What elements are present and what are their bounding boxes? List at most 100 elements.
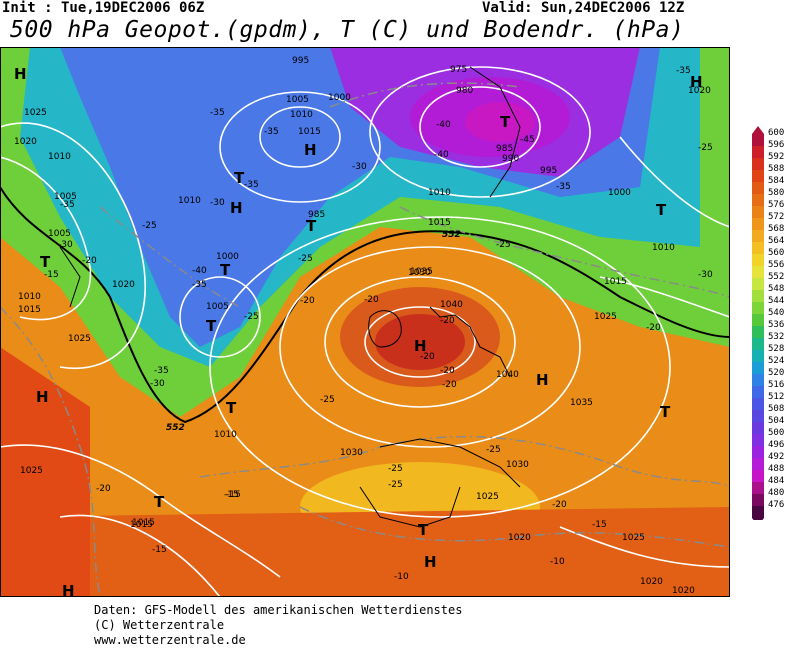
scale-value-label: 600 [768, 128, 785, 138]
isobar-label: 1015 [604, 277, 627, 287]
isobar-label: 1010 [18, 292, 41, 302]
temp-field-sw [0, 347, 90, 597]
scale-value-label: 572 [768, 212, 785, 222]
temp-label: -25 [698, 143, 713, 153]
scale-value-label: 584 [768, 176, 785, 186]
isobar-label: 1030 [408, 268, 431, 278]
scale-value-label: 556 [768, 260, 785, 270]
temp-field-south [0, 507, 730, 597]
temp-label: -10 [550, 557, 565, 567]
temp-label: -20 [646, 323, 661, 333]
scale-value-label: 564 [768, 236, 785, 246]
trough-marker: T [306, 217, 317, 235]
temp-label: -20 [420, 352, 435, 362]
scale-swatch [752, 446, 764, 458]
isobar-label: 1015 [298, 127, 321, 137]
scale-swatch [752, 458, 764, 470]
temp-field-core-low-inner [465, 102, 535, 142]
isobar-label: 1030 [340, 448, 363, 458]
coastlines [59, 66, 521, 528]
scale-value-label: 512 [768, 392, 785, 402]
isobar-label: 995 [540, 166, 557, 176]
scale-value-label: 576 [768, 200, 785, 210]
isobar-label: 1025 [68, 334, 91, 344]
scale-swatch [752, 290, 764, 302]
scale-swatch [752, 158, 764, 170]
isobar-label: 1020 [112, 280, 135, 290]
temp-label: -40 [434, 150, 449, 160]
isobar-label: 1020 [672, 586, 695, 596]
trough-marker: T [226, 399, 237, 417]
scale-swatch [752, 278, 764, 290]
isobar-label: 1005 [206, 302, 229, 312]
temp-label: -15 [152, 545, 167, 555]
scale-value-label: 540 [768, 308, 785, 318]
temp-label: -25 [496, 240, 511, 250]
isobar-label: 1000 [608, 188, 631, 198]
isobar-labels: 1025 1020 1010 1005 1005 1010 1020 1010 … [14, 56, 711, 596]
scale-swatch [752, 422, 764, 434]
high-marker: H [304, 141, 317, 159]
scale-swatch [752, 146, 764, 158]
scale-swatch [752, 410, 764, 422]
temp-label: -40 [192, 266, 207, 276]
isobars [0, 66, 730, 597]
isobar-label: 1040 [496, 370, 519, 380]
scale-swatch [752, 134, 764, 146]
temp-label: -15 [44, 270, 59, 280]
temp-label: -30 [352, 162, 367, 172]
isobar-label: 1010 [428, 188, 451, 198]
temp-label: -20 [364, 295, 379, 305]
scale-swatch [752, 206, 764, 218]
scale-value-label: 596 [768, 140, 785, 150]
isobar-label: 1010 [178, 196, 201, 206]
scale-value-label: 480 [768, 488, 785, 498]
temp-label: -35 [60, 200, 75, 210]
scale-value-label: 588 [768, 164, 785, 174]
contour-552-label: 552 [0, 47, 19, 50]
isobar-label: 1020 [14, 137, 37, 147]
isotherms [0, 82, 730, 597]
scale-swatch [752, 314, 764, 326]
temp-label: -40 [436, 120, 451, 130]
temp-label: -35 [244, 180, 259, 190]
temp-label: -20 [300, 296, 315, 306]
scale-value-label: 516 [768, 380, 785, 390]
scale-value-label: 524 [768, 356, 785, 366]
temp-label: -25 [388, 480, 403, 490]
scale-value-label: 500 [768, 428, 785, 438]
isobar-label: 975 [450, 65, 467, 75]
isobar-label: 1010 [214, 430, 237, 440]
isobar-label: 1005 [286, 95, 309, 105]
isobar-label: 1010 [290, 110, 313, 120]
scale-swatch [752, 374, 764, 386]
trough-marker: T [234, 169, 245, 187]
temp-label: -20 [552, 500, 567, 510]
trough-marker: T [154, 493, 165, 511]
high-marker: H [14, 65, 27, 83]
isobar-label: 1015 [130, 520, 153, 530]
isobar-label: 985 [308, 210, 325, 220]
temp-label: -20 [96, 484, 111, 494]
scale-value-label: 496 [768, 440, 785, 450]
scale-swatch [752, 470, 764, 482]
high-marker: H [36, 388, 49, 406]
scale-swatch [752, 182, 764, 194]
scale-value-label: 532 [768, 332, 785, 342]
color-scale-bar [752, 126, 764, 520]
isobar-label: 1020 [688, 86, 711, 96]
temperature-labels: -35 -35 -35 -30 -30 -35 -30 -25 -20 -15 … [44, 66, 713, 582]
contour-552-label: 552 [166, 423, 185, 433]
scale-swatch [752, 434, 764, 446]
temp-label: -30 [698, 270, 713, 280]
isobar-label: 1030 [506, 460, 529, 470]
isobar-label: 1010 [652, 243, 675, 253]
high-marker: H [414, 337, 427, 355]
scale-swatch [752, 398, 764, 410]
map-frame [0, 47, 730, 597]
temp-label: -45 [520, 135, 535, 145]
scale-swatch [752, 482, 764, 494]
scale-value-label: 484 [768, 476, 785, 486]
isobar-label: 1025 [594, 312, 617, 322]
isobar-label: 1005 [48, 229, 71, 239]
